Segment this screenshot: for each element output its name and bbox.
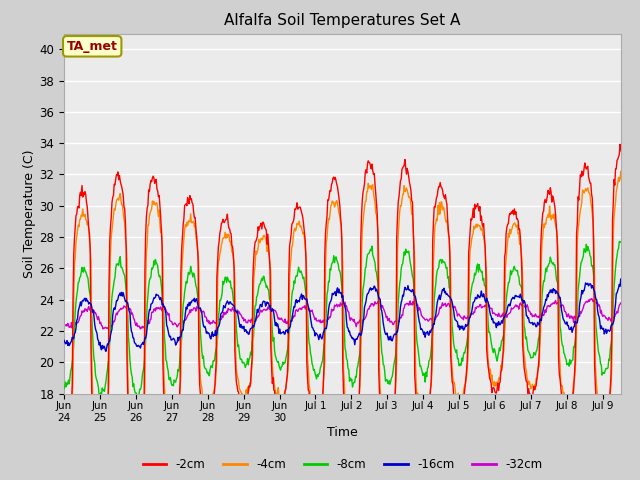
- Title: Alfalfa Soil Temperatures Set A: Alfalfa Soil Temperatures Set A: [224, 13, 461, 28]
- Y-axis label: Soil Temperature (C): Soil Temperature (C): [24, 149, 36, 278]
- Text: TA_met: TA_met: [67, 40, 118, 53]
- Legend: -2cm, -4cm, -8cm, -16cm, -32cm: -2cm, -4cm, -8cm, -16cm, -32cm: [138, 454, 547, 476]
- X-axis label: Time: Time: [327, 426, 358, 439]
